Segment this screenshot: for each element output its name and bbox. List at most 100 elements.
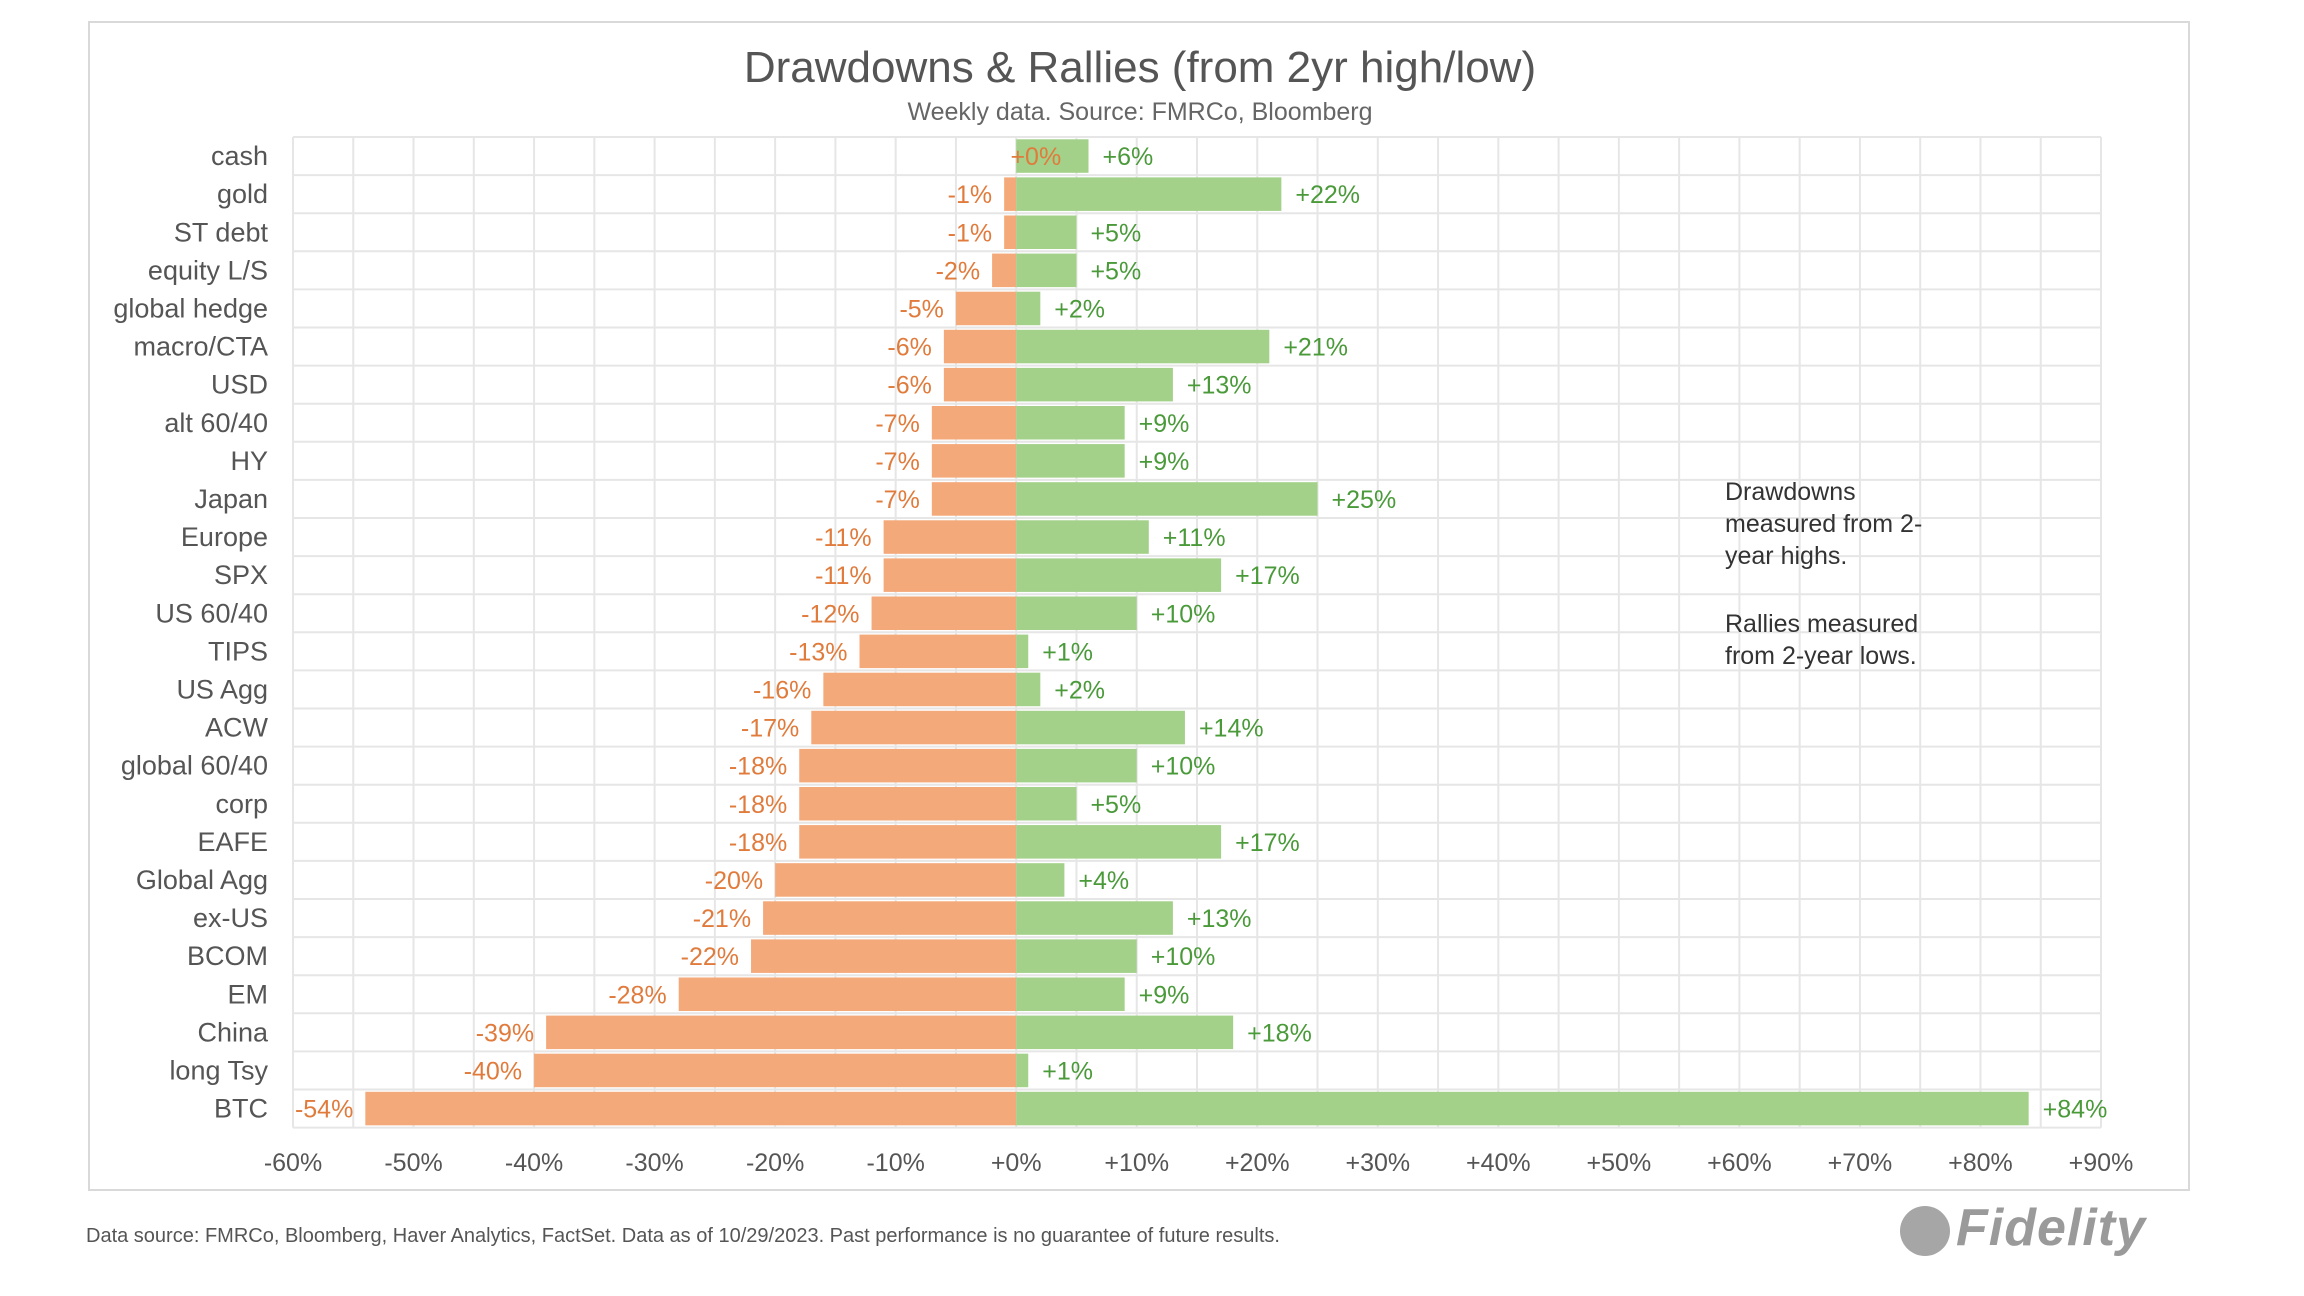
rally-data-label: +17% — [1235, 562, 1300, 590]
rally-data-label: +5% — [1090, 219, 1141, 247]
category-label: alt 60/40 — [164, 408, 268, 438]
category-label: cash — [211, 141, 268, 171]
bar-rally — [1016, 215, 1077, 250]
bar-drawdown — [534, 1053, 1017, 1088]
x-tick-label: -60% — [264, 1149, 322, 1177]
drawdown-data-label: -18% — [729, 753, 787, 781]
rally-data-label: +1% — [1042, 1057, 1093, 1085]
category-label: EAFE — [197, 827, 268, 857]
drawdown-data-label: -28% — [608, 981, 666, 1009]
bar-rally — [1016, 786, 1077, 821]
bar-rally — [1016, 329, 1270, 364]
category-label: Japan — [194, 484, 268, 514]
bar-rally — [1016, 672, 1041, 707]
rally-data-label: +14% — [1199, 715, 1264, 743]
annotation-line: from 2-year lows. — [1725, 642, 1917, 670]
bar-rally — [1016, 748, 1137, 783]
category-label: EM — [228, 979, 269, 1009]
rally-data-label: +10% — [1151, 600, 1216, 628]
category-label: USD — [211, 370, 268, 400]
bars — [365, 139, 2029, 1126]
rally-data-label: +13% — [1187, 905, 1252, 933]
category-label: US Agg — [176, 674, 268, 704]
drawdown-data-label: -1% — [948, 219, 992, 247]
rally-data-label: +10% — [1151, 943, 1216, 971]
bar-drawdown — [799, 748, 1017, 783]
bar-rally — [1016, 558, 1222, 592]
bar-drawdown — [799, 786, 1017, 821]
x-tick-label: +30% — [1345, 1149, 1410, 1177]
bar-drawdown — [931, 405, 1017, 440]
drawdown-data-label: -2% — [936, 257, 980, 285]
chart-frame — [88, 21, 2190, 1191]
bar-rally — [1016, 634, 1029, 669]
category-label: long Tsy — [169, 1055, 268, 1085]
x-tick-label: +20% — [1225, 1149, 1290, 1177]
bar-rally — [1016, 177, 1282, 211]
rally-data-label: +9% — [1139, 410, 1190, 438]
chart-subtitle: Weekly data. Source: FMRCo, Bloomberg — [907, 98, 1372, 126]
bar-drawdown — [751, 939, 1017, 973]
bar-drawdown — [859, 634, 1017, 669]
drawdown-data-label: -20% — [705, 867, 763, 895]
bar-rally — [1016, 901, 1173, 935]
bar-rally — [1016, 482, 1318, 516]
category-label: ACW — [205, 713, 269, 743]
category-label: US 60/40 — [155, 598, 268, 628]
bar-drawdown — [955, 291, 1017, 326]
drawdown-data-label: -39% — [476, 1019, 534, 1047]
category-label: Global Agg — [136, 865, 268, 895]
bar-drawdown — [1004, 215, 1017, 250]
annotation-line: measured from 2- — [1725, 510, 1922, 538]
drawdown-data-label: -21% — [693, 905, 751, 933]
rally-data-label: +11% — [1163, 524, 1226, 552]
category-label: global hedge — [113, 293, 268, 323]
rally-data-label: +21% — [1283, 334, 1348, 362]
bar-rally — [1016, 367, 1173, 402]
drawdown-data-label: -54% — [295, 1096, 353, 1124]
rally-data-label: +22% — [1295, 181, 1360, 209]
category-label: macro/CTA — [133, 332, 268, 362]
x-tick-label: -10% — [866, 1149, 924, 1177]
drawdown-data-label: -6% — [887, 372, 931, 400]
x-tick-label: +90% — [2069, 1149, 2134, 1177]
rally-data-label: +18% — [1247, 1019, 1312, 1047]
category-label: BTC — [214, 1094, 268, 1124]
annotation-line: Rallies measured — [1725, 610, 1918, 638]
category-label: ST debt — [174, 217, 269, 247]
category-label: Europe — [181, 522, 268, 552]
category-label: SPX — [214, 560, 268, 590]
rally-data-label: +17% — [1235, 829, 1300, 857]
drawdown-data-label: -17% — [741, 715, 799, 743]
rally-data-label: +25% — [1332, 486, 1397, 514]
drawdown-data-label: -40% — [464, 1057, 522, 1085]
bar-drawdown — [931, 482, 1017, 516]
annotation: Drawdowns measured from 2- year highs. Rall… — [1725, 478, 1922, 670]
rally-data-label: +4% — [1078, 867, 1129, 895]
drawdown-data-label: +0% — [1010, 143, 1061, 171]
bar-drawdown — [1004, 177, 1017, 211]
drawdown-data-label: -7% — [875, 448, 919, 476]
rally-data-label: +5% — [1090, 791, 1141, 819]
category-label: HY — [230, 446, 268, 476]
bar-rally — [1016, 444, 1125, 478]
annotation-line: Drawdowns — [1725, 478, 1856, 506]
bar-rally — [1016, 1091, 2029, 1126]
bar-rally — [1016, 825, 1222, 859]
rally-data-label: +2% — [1054, 676, 1105, 704]
rally-data-label: +84% — [2043, 1096, 2108, 1124]
bar-rally — [1016, 1015, 1234, 1050]
annotation-line: year highs. — [1725, 542, 1847, 570]
grid — [292, 136, 2102, 1129]
bar-drawdown — [823, 672, 1017, 707]
rally-data-label: +2% — [1054, 295, 1105, 323]
bar-rally — [1016, 291, 1041, 326]
logo-mark-icon — [1900, 1206, 1950, 1257]
chart-title: Drawdowns & Rallies (from 2yr high/low) — [744, 43, 1536, 92]
fidelity-logo: Fidelity — [1900, 1198, 2146, 1258]
category-label: BCOM — [187, 941, 268, 971]
rally-data-label: +10% — [1151, 753, 1216, 781]
x-tick-label: +0% — [991, 1149, 1042, 1177]
bar-rally — [1016, 405, 1125, 440]
category-label: equity L/S — [148, 255, 268, 285]
